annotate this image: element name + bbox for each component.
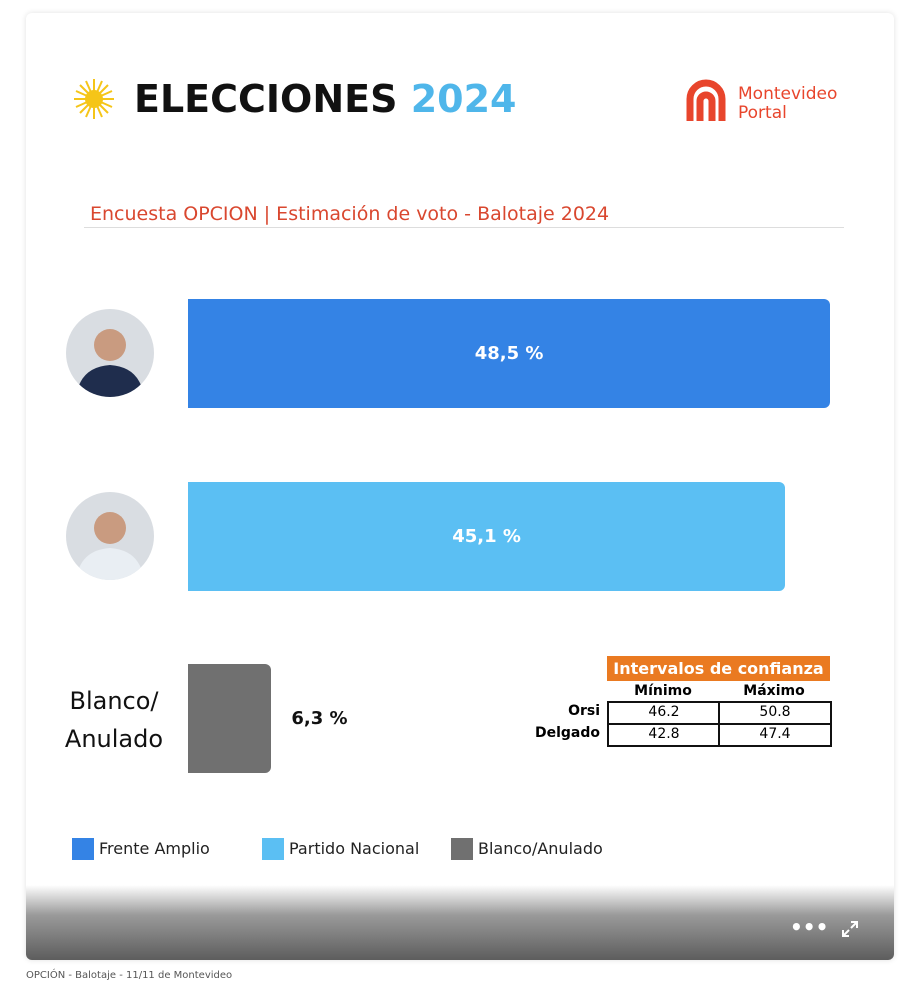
sun-icon <box>74 79 114 119</box>
legend-swatch <box>451 838 473 860</box>
caption: OPCIÓN - Balotaje - 11/11 de Montevideo <box>26 970 233 981</box>
value-label: 45,1 % <box>452 525 521 547</box>
logo-icon <box>686 79 726 121</box>
logo-bottom: Portal <box>738 103 787 123</box>
fullscreen-button[interactable] <box>840 919 860 939</box>
avatar <box>66 492 154 580</box>
bar <box>188 299 831 408</box>
header-title: ELECCIONES 2024 <box>134 77 516 121</box>
table-cell: 46.2 <box>607 701 721 725</box>
avatar <box>66 309 154 397</box>
legend-swatch <box>72 838 94 860</box>
more-button[interactable]: ••• <box>790 915 829 939</box>
bar <box>188 482 786 591</box>
table-cell: 50.8 <box>718 701 832 725</box>
table-cell: 42.8 <box>607 723 721 747</box>
table-row-label: Orsi <box>568 703 600 719</box>
table-row-label: Delgado <box>534 725 600 741</box>
media-bar: ••• <box>26 885 894 960</box>
title-rule <box>84 227 844 228</box>
legend-label: Partido Nacional <box>289 839 420 858</box>
avatar-figure <box>76 329 144 397</box>
logo-top: Montevideo <box>738 84 838 104</box>
avatar-figure <box>76 512 144 580</box>
legend-label: Blanco/Anulado <box>478 839 603 858</box>
chart-title: Encuesta OPCION | Estimación de voto - B… <box>90 203 610 225</box>
title-year: 2024 <box>410 77 517 121</box>
card: ELECCIONES 2024 Montevideo Portal Encuest… <box>26 13 894 960</box>
title-word: ELECCIONES <box>134 77 398 121</box>
table-cell: 47.4 <box>718 723 832 747</box>
plot: 48,5 % 45,1 % 6,3 % Blanco/ Anulado Frente A… <box>26 13 894 960</box>
logo-text: Montevideo Portal <box>738 85 837 123</box>
legend-label: Frente Amplio <box>99 839 210 858</box>
table-column-header: Mínimo <box>634 683 692 699</box>
table-title: Intervalos de confianza <box>607 656 830 681</box>
legend-swatch <box>262 838 284 860</box>
bar <box>188 664 272 773</box>
category-label: Blanco/ Anulado <box>64 687 164 753</box>
value-label: 6,3 % <box>291 707 348 729</box>
table-column-header: Máximo <box>743 683 805 699</box>
value-label: 48,5 % <box>474 342 544 364</box>
